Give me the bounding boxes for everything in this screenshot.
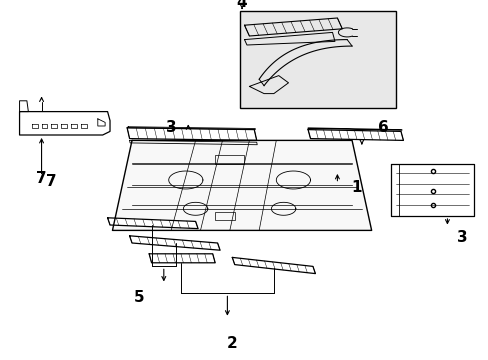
- Bar: [215, 212, 234, 220]
- Polygon shape: [149, 254, 215, 263]
- Text: 2: 2: [226, 336, 237, 351]
- Text: 7: 7: [46, 174, 57, 189]
- Bar: [239, 11, 395, 108]
- Text: 1: 1: [351, 180, 362, 195]
- Polygon shape: [20, 112, 110, 135]
- Text: 3: 3: [456, 230, 467, 245]
- Bar: [215, 155, 244, 164]
- Polygon shape: [232, 257, 315, 274]
- Polygon shape: [112, 140, 371, 230]
- Text: 5: 5: [134, 289, 144, 305]
- Text: 3: 3: [165, 120, 176, 135]
- Polygon shape: [127, 128, 256, 140]
- Text: 4: 4: [236, 0, 247, 10]
- Text: 7: 7: [36, 171, 47, 186]
- Polygon shape: [107, 218, 198, 229]
- Text: 6: 6: [378, 120, 388, 135]
- Polygon shape: [129, 236, 220, 250]
- Polygon shape: [390, 164, 473, 216]
- Polygon shape: [307, 130, 403, 140]
